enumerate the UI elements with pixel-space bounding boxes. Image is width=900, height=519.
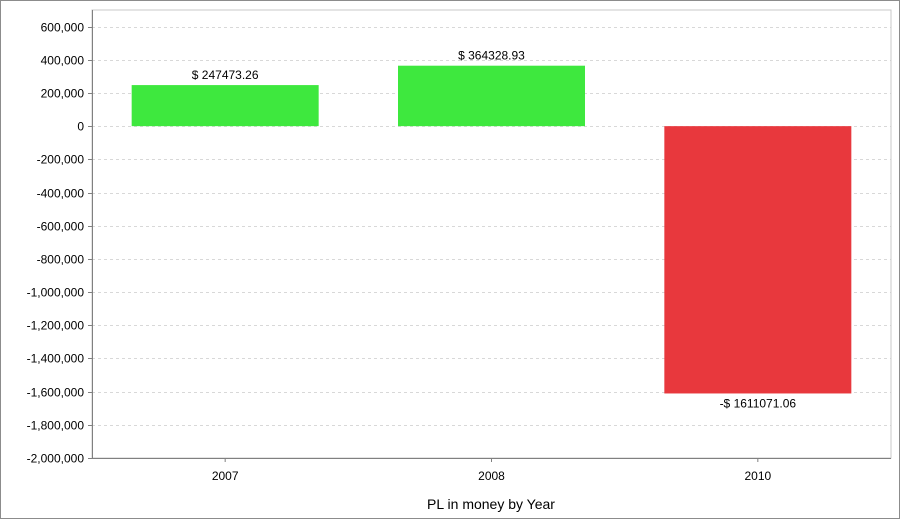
y-tick-label: 400,000 [41,54,85,68]
y-tick-label: -1,000,000 [27,286,85,300]
y-tick-label: -200,000 [37,153,85,167]
bar-2010[interactable] [664,126,852,394]
bars [131,65,852,394]
x-tick-labels: 2007 2008 2010 [212,469,772,483]
y-tick-label: 0 [77,120,84,134]
y-tick-labels: 600,000 400,000 200,000 0 -200,000 -400,000 -6… [27,21,85,466]
y-tick-label: 600,000 [41,21,85,35]
bar-2008[interactable] [398,65,585,127]
y-tick-label: -800,000 [37,253,85,267]
y-tick-label: -400,000 [37,187,85,201]
y-tick-label: -1,200,000 [27,319,85,333]
x-tick-label: 2010 [744,469,771,483]
y-tick-label: -2,000,000 [27,452,85,466]
x-axis-title: PL in money by Year [427,496,555,512]
axes [88,9,892,462]
y-tick-label: -1,400,000 [27,352,85,366]
x-tick-label: 2007 [212,469,239,483]
data-label-2007: $ 247473.26 [192,68,259,82]
data-label-2008: $ 364328.93 [458,49,525,63]
y-tick-label: 200,000 [41,87,85,101]
y-tick-label: -1,800,000 [27,419,85,433]
y-tick-label: -600,000 [37,220,85,234]
data-labels: $ 247473.26 $ 364328.93 -$ 1611071.06 [192,49,797,411]
data-label-2010: -$ 1611071.06 [720,396,797,410]
bar-2007[interactable] [131,85,319,127]
x-tick-label: 2008 [478,469,505,483]
y-tick-label: -1,600,000 [27,386,85,400]
